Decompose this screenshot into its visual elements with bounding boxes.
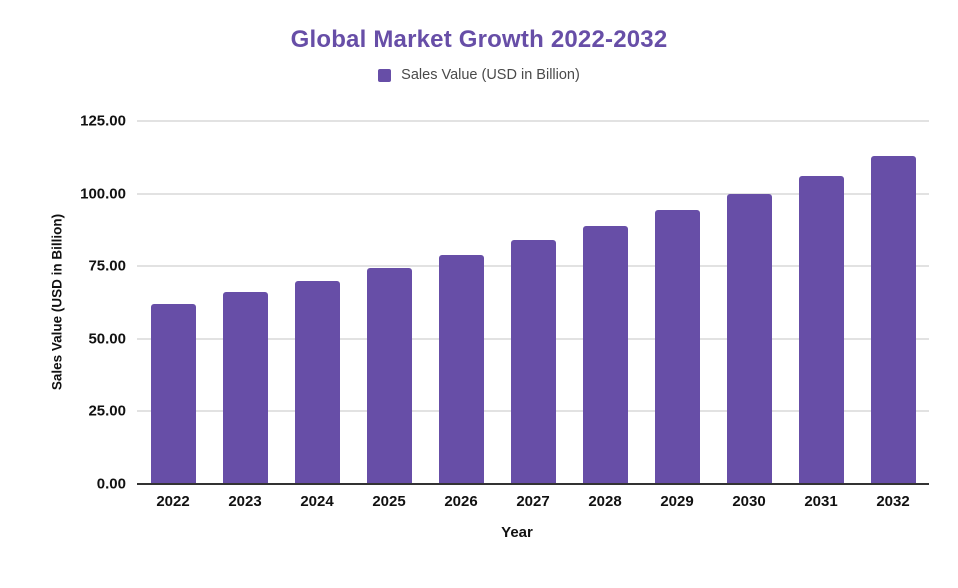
bar-slot-2024 [281, 121, 353, 484]
legend-label: Sales Value (USD in Billion) [401, 67, 580, 83]
x-tick-label-2031: 2031 [804, 493, 838, 510]
chart-title: Global Market Growth 2022-2032 [290, 26, 668, 53]
bar-2032 [870, 155, 916, 484]
gridline-125.00 [137, 120, 929, 122]
legend-swatch-icon [378, 68, 392, 82]
x-tick-label-2030: 2030 [732, 493, 766, 510]
bar-slot-2026 [425, 121, 497, 484]
y-tick-label: 50.00 [88, 330, 126, 348]
bar-slot-2022 [137, 121, 209, 484]
bar-slot-2029 [641, 121, 713, 484]
x-axis-line [137, 483, 929, 485]
bar-2023 [222, 292, 268, 484]
bar-slot-2027 [497, 121, 569, 484]
bar-2027 [510, 240, 556, 484]
bar-series [137, 121, 929, 484]
x-axis-title: Year [501, 524, 533, 541]
x-tick-label-2027: 2027 [516, 493, 550, 510]
bar-slot-2031 [785, 121, 857, 484]
legend: Sales Value (USD in Billion) [0, 67, 958, 83]
bar-2024 [294, 280, 340, 484]
bar-2029 [654, 209, 700, 484]
y-axis-tick-labels: 0.00 25.00 50.00 75.00 100.00 125.00 [0, 114, 126, 492]
x-tick-label-2028: 2028 [588, 493, 622, 510]
bar-slot-2023 [209, 121, 281, 484]
bar-slot-2025 [353, 121, 425, 484]
x-tick-label-2024: 2024 [300, 493, 334, 510]
y-tick-label: 25.00 [88, 402, 126, 420]
x-tick-label-2026: 2026 [444, 493, 478, 510]
x-tick-label-2023: 2023 [228, 493, 262, 510]
y-tick-label: 0.00 [96, 475, 126, 493]
bar-2026 [438, 254, 484, 484]
x-axis-tick-labels: 2022 2023 2024 2025 2026 2027 2028 2029 2030 2031… [137, 493, 929, 511]
bar-2030 [726, 193, 772, 484]
bar-slot-2028 [569, 121, 641, 484]
bar-2028 [582, 225, 628, 484]
bar-2025 [366, 267, 412, 484]
y-tick-label: 75.00 [88, 257, 126, 275]
bar-slot-2030 [713, 121, 785, 484]
y-tick-label: 100.00 [80, 185, 126, 203]
bar-2031 [798, 176, 844, 484]
y-tick-label: 125.00 [80, 112, 126, 130]
x-tick-label-2022: 2022 [156, 493, 190, 510]
x-tick-label-2029: 2029 [660, 493, 694, 510]
bar-2022 [150, 303, 196, 484]
gridline-100.00 [137, 192, 929, 195]
bar-slot-2032 [857, 121, 929, 484]
x-tick-label-2032: 2032 [876, 493, 910, 510]
x-tick-label-2025: 2025 [372, 493, 406, 510]
plot-area [137, 120, 929, 485]
